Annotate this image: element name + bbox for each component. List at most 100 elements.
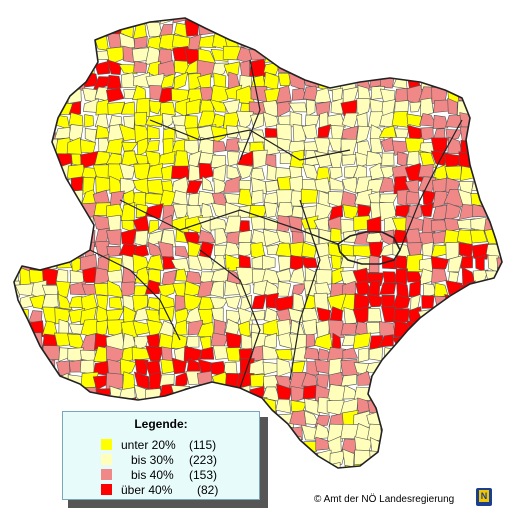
municipality-region [406,375,424,389]
municipality-region [422,45,437,64]
municipality-region [483,413,502,428]
municipality-region [469,410,488,425]
municipality-region [379,371,398,391]
municipality-region [30,126,48,144]
municipality-region [172,319,188,336]
municipality-region [456,397,473,417]
municipality-region [29,85,47,102]
municipality-region [107,269,123,283]
municipality-region [27,202,45,220]
municipality-region [446,33,461,51]
municipality-region [198,18,213,23]
municipality-region [472,18,486,26]
municipality-region [14,322,17,338]
municipality-region [236,163,254,180]
municipality-region [80,349,96,363]
municipality-region [107,74,122,90]
municipality-region [409,399,424,414]
municipality-region [17,375,35,388]
municipality-region [432,320,450,338]
municipality-region [81,167,99,180]
municipality-region [54,22,74,39]
municipality-region [276,215,294,232]
municipality-region [354,46,371,62]
municipality-region [314,87,332,103]
municipality-region [432,333,448,351]
legend: Legende: unter 20% (115) bis 30% (223) b… [62,411,260,500]
municipality-region [134,111,148,126]
municipality-region [343,36,358,51]
municipality-region [470,281,487,300]
municipality-region [445,332,463,351]
municipality-region [14,435,17,453]
logo-letter: N [479,490,489,502]
municipality-region [405,191,420,205]
municipality-region [433,114,449,129]
municipality-region [185,335,200,348]
municipality-region [498,438,502,452]
municipality-region [487,463,501,468]
municipality-region [328,51,345,64]
municipality-region [30,450,47,466]
municipality-region [197,229,216,243]
municipality-region [356,97,372,118]
municipality-region [496,345,502,363]
municipality-region [458,451,475,467]
municipality-region [28,389,45,399]
municipality-region [14,332,17,349]
municipality-region [15,18,34,26]
municipality-region [160,73,176,89]
municipality-region [329,177,345,191]
municipality-region [157,60,176,77]
municipality-region [251,177,267,195]
municipality-region [343,59,359,78]
municipality-region [105,87,125,103]
municipality-region [459,62,473,77]
municipality-region [68,72,86,91]
municipality-region [42,176,57,193]
municipality-region [17,229,33,247]
municipality-region [32,475,45,490]
municipality-region [379,412,398,428]
municipality-region [187,150,202,167]
municipality-region [469,229,488,244]
municipality-region [458,34,475,52]
municipality-region [15,215,32,235]
municipality-region [392,21,409,36]
municipality-region [43,398,60,416]
municipality-region [405,50,423,65]
municipality-region [43,188,60,208]
municipality-region [16,61,31,77]
copyright-credit: © Amt der NÖ Landesregierung [314,494,455,505]
municipality-region [447,424,463,441]
municipality-region [394,35,408,50]
municipality-region [391,357,411,373]
municipality-region [341,176,358,195]
municipality-region [198,388,217,400]
municipality-region [31,178,48,196]
municipality-region [276,18,294,24]
municipality-region [68,101,82,115]
municipality-region [14,18,22,25]
municipality-region [409,384,425,403]
municipality-region [392,385,412,402]
municipality-region [313,18,333,25]
legend-title: Legende: [134,417,188,431]
municipality-region [487,204,501,222]
municipality-region [94,60,111,75]
municipality-region [459,422,474,441]
municipality-region [457,85,473,103]
municipality-region [395,46,411,64]
municipality-region [54,32,73,51]
district-boundary [399,119,463,251]
noe-logo: N [476,488,492,506]
municipality-region [15,151,35,168]
municipality-region [262,255,276,271]
municipality-region [14,359,18,375]
municipality-region [41,294,59,310]
municipality-region [394,128,410,139]
municipality-region [16,203,30,220]
municipality-region [510,414,525,428]
municipality-region [134,244,150,259]
municipality-region [469,294,485,312]
